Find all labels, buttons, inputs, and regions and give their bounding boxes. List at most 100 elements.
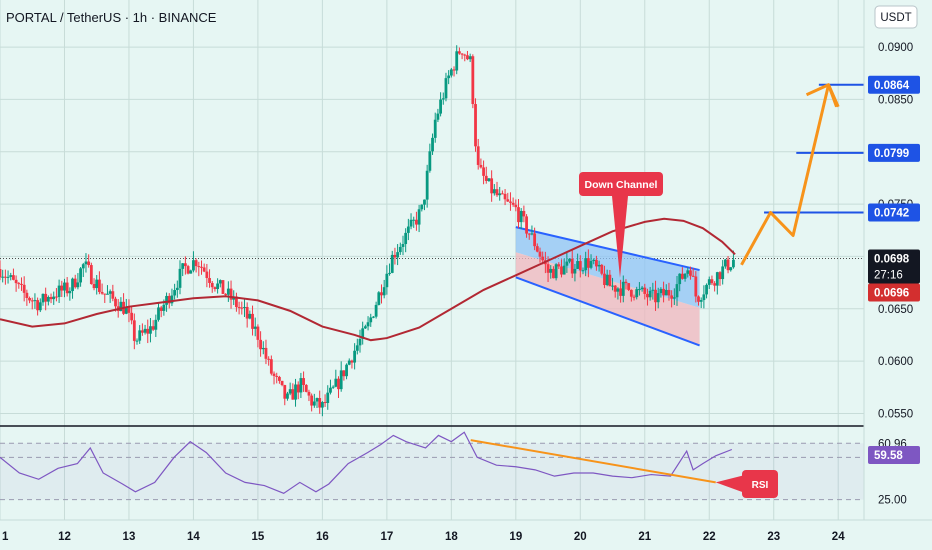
candle-body <box>689 270 692 276</box>
candle-body <box>0 268 2 278</box>
candle-body <box>140 330 144 333</box>
candle-body <box>433 119 437 138</box>
candle-body <box>549 268 553 273</box>
candle-body <box>573 268 577 274</box>
price-tick-label: 0.0850 <box>878 94 913 106</box>
candle-body <box>38 302 42 311</box>
overlays[interactable]: Down Channel RSI <box>579 172 778 498</box>
candle-body <box>342 370 346 377</box>
candle-body <box>296 384 300 393</box>
candle-body <box>723 259 727 267</box>
candle-body <box>210 282 214 288</box>
candle-body <box>253 326 257 329</box>
candle-body <box>616 288 620 292</box>
candle-body <box>36 300 40 311</box>
projection-path[interactable] <box>740 83 840 266</box>
candle-body <box>269 359 273 374</box>
channel-upper-fill <box>515 227 700 308</box>
candle-body <box>226 288 230 295</box>
rsi-current-tag-bg <box>868 445 920 464</box>
candle-body <box>656 293 660 303</box>
candle-body <box>732 259 735 268</box>
candle-body <box>6 276 10 278</box>
candle-body <box>646 293 649 298</box>
candle-body <box>672 297 676 299</box>
candle-body <box>103 293 107 295</box>
candle-body <box>621 281 625 296</box>
price-tick-label: 0.0550 <box>878 408 913 420</box>
candle-body <box>388 272 391 274</box>
candle-body <box>710 279 714 284</box>
moving-average-price-tag-bg <box>868 283 920 302</box>
candle-body <box>127 307 131 313</box>
time-axis[interactable]: 1 12 13 14 15 16 17 18 19 20 21 22 23 24 <box>0 519 932 543</box>
candle-body <box>680 273 684 279</box>
candle-body <box>401 244 405 247</box>
candle-body <box>697 296 700 302</box>
channel-callout-pointer <box>612 196 628 278</box>
candle-body <box>205 271 209 279</box>
candle-body <box>197 266 201 268</box>
candle-body <box>111 291 115 299</box>
candle-body <box>100 291 104 294</box>
candle-body <box>557 264 561 267</box>
price-axis[interactable]: 0.05500.06000.06500.07000.07500.08000.08… <box>863 0 932 550</box>
candle-body <box>235 296 238 308</box>
candle-body <box>245 306 249 319</box>
rsi-tick-label: 25.00 <box>878 495 907 507</box>
time-tick-label: 20 <box>574 531 587 543</box>
candle-body <box>157 307 160 320</box>
candle-body <box>310 395 314 406</box>
candle-body <box>409 219 413 227</box>
candle-body <box>189 270 193 274</box>
candle-body <box>114 298 117 307</box>
candle-body <box>702 294 706 301</box>
candle-body <box>9 275 13 277</box>
rsi-callout-pointer <box>715 475 745 493</box>
candle-body <box>12 275 15 280</box>
candle-body <box>63 282 66 291</box>
candle-body <box>95 279 99 289</box>
target-price-tag: 0.0864 <box>874 80 910 92</box>
candle-body <box>624 281 628 284</box>
candle-body <box>71 278 74 292</box>
candle-body <box>608 274 612 287</box>
candle-body <box>404 232 408 245</box>
candle-body <box>366 322 370 327</box>
candle-body <box>423 199 426 205</box>
candle-body <box>611 285 614 287</box>
candle-body <box>651 289 655 291</box>
candle-body <box>640 287 644 290</box>
candle-body <box>586 258 590 268</box>
candle-body <box>291 389 295 400</box>
candle-body <box>363 326 367 329</box>
candle-body <box>92 283 96 289</box>
candle-body <box>44 293 48 302</box>
moving-average-price-tag: 0.0696 <box>874 288 909 300</box>
candle-body <box>294 384 297 400</box>
candle-body <box>159 307 163 311</box>
candle-body <box>562 265 566 275</box>
candle-body <box>106 293 109 295</box>
candle-body <box>568 258 571 262</box>
candle-body <box>522 210 526 217</box>
candle-body <box>546 264 550 273</box>
candle-body <box>705 284 708 295</box>
candle-body <box>425 170 429 200</box>
candle-body <box>132 320 136 341</box>
candle-body <box>200 266 203 268</box>
candle-body <box>208 278 211 283</box>
candle-body <box>619 288 622 296</box>
candle-body <box>130 312 134 321</box>
candle-body <box>436 113 440 120</box>
candle-body <box>350 360 354 363</box>
candle-body <box>65 282 69 294</box>
candle-body <box>81 264 85 269</box>
candle-body <box>659 288 663 294</box>
candle-body <box>229 288 233 300</box>
candle-body <box>275 375 279 377</box>
candle-body <box>154 319 158 330</box>
time-tick-label: 21 <box>638 531 651 543</box>
